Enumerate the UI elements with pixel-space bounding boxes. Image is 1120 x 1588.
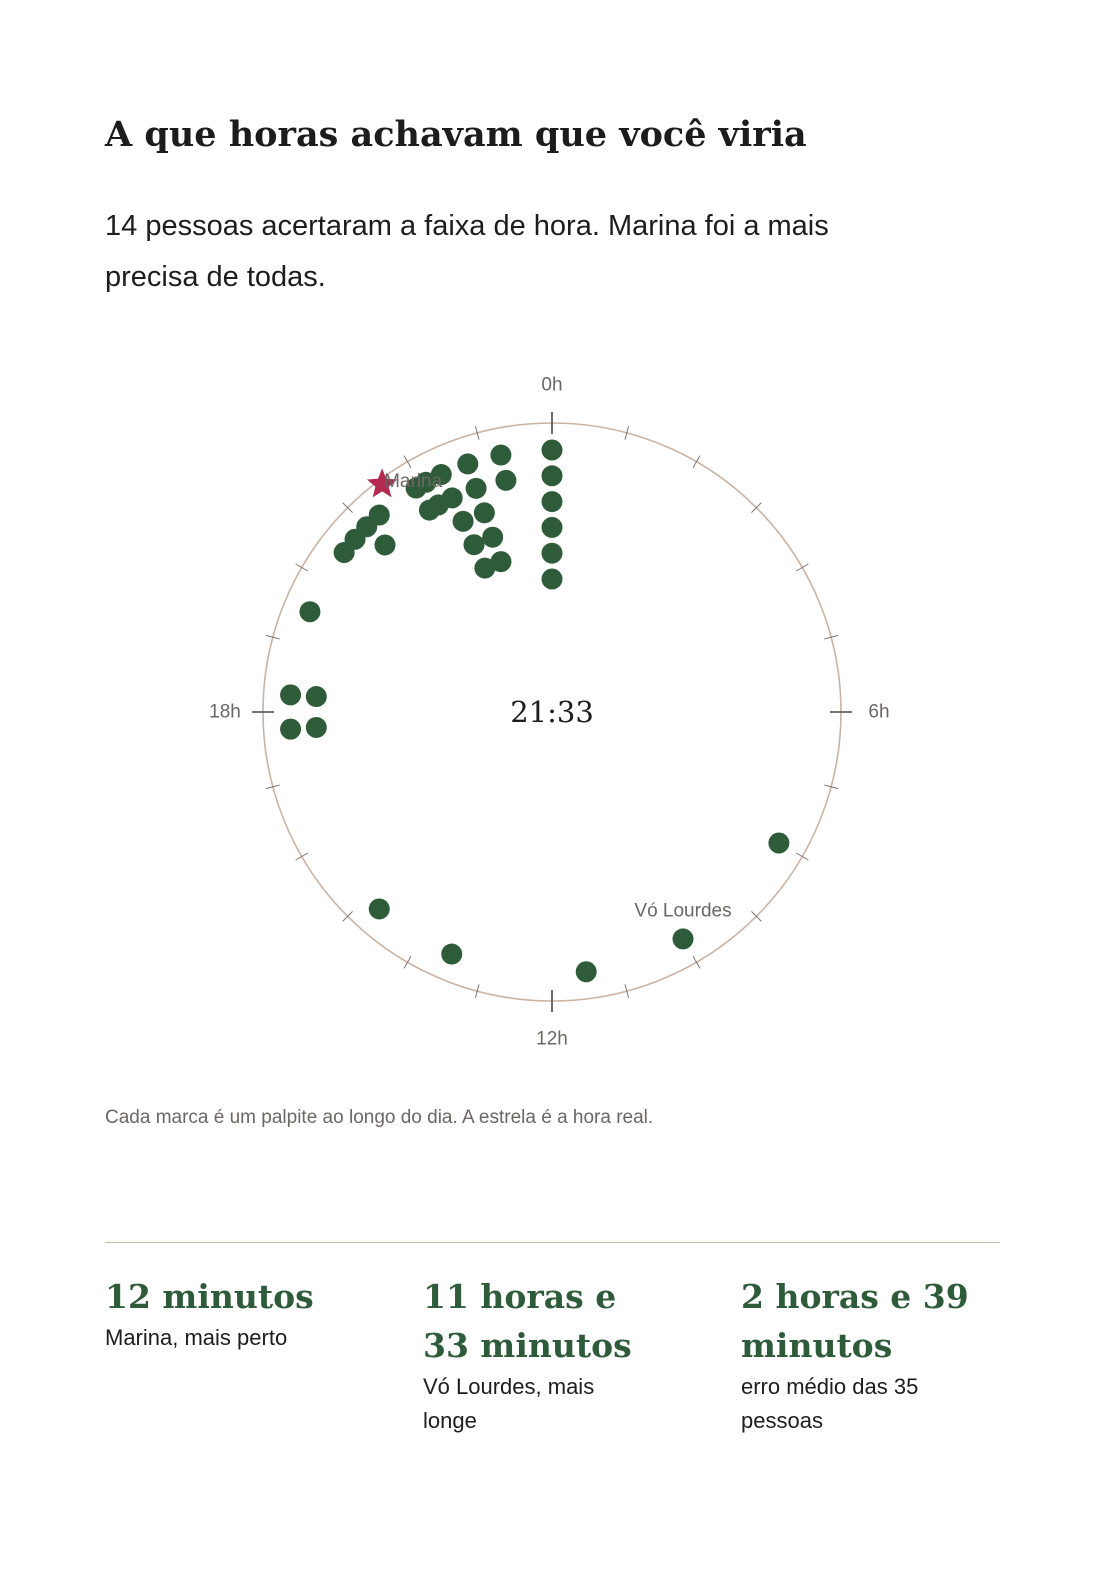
hour-tick xyxy=(824,784,839,790)
hour-tick xyxy=(403,955,412,969)
guess-dot xyxy=(418,499,440,521)
stat-label: Marina, mais perto xyxy=(105,1325,288,1350)
hour-label: 12h xyxy=(536,1029,568,1050)
guess-dot xyxy=(672,928,694,950)
stat-value: 12 minutos xyxy=(105,1277,314,1316)
guess-dot xyxy=(541,465,563,487)
stat-label: Vó Lourdes, mais longe xyxy=(423,1374,595,1433)
guess-dot xyxy=(541,439,563,461)
hour-tick xyxy=(692,955,701,969)
hour-tick xyxy=(474,984,480,999)
hour-tick xyxy=(692,455,701,469)
hour-tick xyxy=(795,852,809,861)
hour-tick xyxy=(342,502,353,513)
hour-tick xyxy=(265,634,280,640)
clock-chart: 0h 6h 12h 18h 21:33 Marina Vó Lourdes xyxy=(105,350,1000,1070)
guess-dot xyxy=(374,534,396,556)
divider xyxy=(105,1242,1000,1243)
guess-dot xyxy=(541,542,563,564)
hour-tick xyxy=(295,563,309,572)
stat-value: 11 horas e 33 minutos xyxy=(423,1277,632,1365)
stat-value: 2 horas e 39 minutos xyxy=(741,1277,969,1365)
stat-average: 2 horas e 39 minutos erro médio das 35 p… xyxy=(741,1272,1059,1438)
guess-dot xyxy=(405,477,427,499)
guess-dot xyxy=(457,453,479,475)
guess-dot xyxy=(465,477,487,499)
hour-label: 0h xyxy=(541,375,562,396)
page-title: A que horas achavam que você viria xyxy=(105,114,807,155)
guess-dot xyxy=(452,510,474,532)
guess-dot xyxy=(463,534,485,556)
hour-tick xyxy=(624,425,630,440)
annotation-farthest: Vó Lourdes xyxy=(634,901,731,922)
guess-dot xyxy=(490,444,512,466)
guess-dot xyxy=(495,469,517,491)
guess-dot xyxy=(768,832,790,854)
stats-row: 12 minutos Marina, mais perto 11 horas e… xyxy=(105,1272,1000,1438)
hour-tick xyxy=(795,563,809,572)
guess-dot xyxy=(280,718,302,740)
stat-farthest: 11 horas e 33 minutos Vó Lourdes, mais l… xyxy=(423,1272,741,1438)
hour-tick xyxy=(751,502,762,513)
hour-label: 6h xyxy=(868,702,889,723)
hour-tick xyxy=(265,784,280,790)
guess-dot xyxy=(368,898,390,920)
hour-tick xyxy=(474,425,480,440)
guess-dot xyxy=(473,502,495,524)
guess-dot xyxy=(441,943,463,965)
hour-tick xyxy=(295,852,309,861)
hour-tick xyxy=(403,455,412,469)
stat-label: erro médio das 35 pessoas xyxy=(741,1374,919,1433)
lead-text: 14 pessoas acertaram a faixa de hora. Ma… xyxy=(105,210,829,293)
guess-dot xyxy=(299,601,321,623)
hour-tick xyxy=(751,911,762,922)
annotation-closest: Marina xyxy=(384,471,443,492)
clock-chart-svg: 0h 6h 12h 18h 21:33 Marina Vó Lourdes xyxy=(209,375,889,1050)
stat-closest: 12 minutos Marina, mais perto xyxy=(105,1272,423,1438)
guess-dot xyxy=(541,491,563,513)
chart-caption: Cada marca é um palpite ao longo do dia.… xyxy=(105,1107,654,1128)
hour-tick xyxy=(342,911,353,922)
guess-dot xyxy=(490,551,512,573)
hour-tick xyxy=(824,634,839,640)
center-time-label: 21:33 xyxy=(510,695,594,729)
guess-dot xyxy=(575,961,597,983)
guess-dot xyxy=(280,684,302,706)
actual-time-star xyxy=(366,468,398,498)
guess-dot xyxy=(541,516,563,538)
guess-dot xyxy=(541,568,563,590)
guess-dot xyxy=(482,526,504,548)
guess-dot xyxy=(305,686,327,708)
hour-label: 18h xyxy=(209,702,241,723)
guess-dot xyxy=(305,716,327,738)
guess-dot xyxy=(333,542,355,564)
guess-dot xyxy=(474,557,496,579)
hour-tick xyxy=(624,984,630,999)
